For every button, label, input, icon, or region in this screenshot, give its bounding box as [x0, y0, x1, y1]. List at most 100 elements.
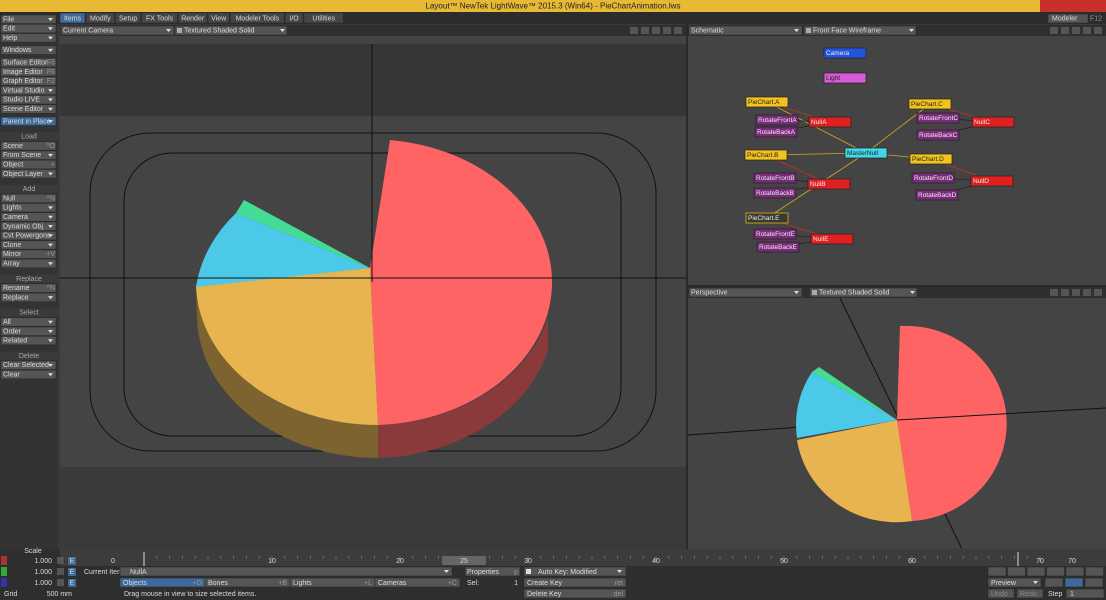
pie-slice — [796, 372, 897, 438]
item-type-label[interactable]: Objects — [123, 580, 147, 587]
tab-label[interactable]: Items — [64, 15, 82, 22]
scale-value[interactable]: 1.000 — [34, 580, 52, 587]
node-label[interactable]: NullB — [810, 181, 826, 188]
key-button-label[interactable]: E — [70, 580, 75, 587]
menu-label[interactable]: Graph Editor — [3, 78, 43, 85]
node-label[interactable]: RotateFrontE — [756, 231, 795, 238]
node-label[interactable]: PieChart.B — [747, 152, 778, 159]
current-frame-label[interactable]: 25 — [460, 558, 468, 565]
menu-label[interactable]: Surface Editor — [3, 60, 48, 67]
node-label[interactable]: PieChart.D — [912, 156, 944, 163]
menu-label[interactable]: Array — [3, 261, 20, 268]
node-label[interactable]: MasterNull — [847, 150, 879, 157]
node-label[interactable]: NullA — [811, 119, 827, 126]
undo-label[interactable]: Undo — [991, 591, 1008, 598]
menu-label[interactable]: Cvt Powergons — [3, 233, 51, 240]
auto-key-label[interactable]: Auto Key: Modified — [538, 569, 597, 576]
tab-label[interactable]: Setup — [119, 15, 137, 22]
node-label[interactable]: Camera — [826, 50, 850, 57]
menu-label[interactable]: Windows — [3, 47, 32, 54]
item-type-label[interactable]: Cameras — [378, 580, 407, 587]
scale-value[interactable]: 1.000 — [34, 558, 52, 565]
tab-label[interactable]: Modeler Tools — [236, 15, 280, 22]
node-label[interactable]: RotateBackE — [759, 244, 798, 251]
menu-label[interactable]: Replace — [3, 294, 29, 301]
menu-label[interactable]: Null — [3, 195, 16, 202]
item-type-label[interactable]: Lights — [293, 580, 312, 587]
menu-label[interactable]: Scene — [3, 143, 23, 150]
menu-label[interactable]: Parent in Place — [3, 118, 51, 125]
node-label[interactable]: NullD — [973, 178, 989, 185]
menu-label[interactable]: Order — [3, 328, 22, 335]
transport-button — [1026, 566, 1046, 577]
menu-label[interactable]: Clone — [3, 242, 21, 249]
view-label[interactable]: Perspective — [691, 289, 728, 296]
menu-label[interactable]: Clear Selected — [3, 362, 49, 369]
menu-button — [0, 212, 57, 222]
current-item-value[interactable]: NullA — [130, 569, 147, 576]
properties-label[interactable]: Properties — [467, 569, 499, 576]
node-label[interactable]: RotateBackB — [756, 190, 794, 197]
node-label[interactable]: Light — [826, 75, 840, 82]
menu-label[interactable]: Edit — [3, 26, 15, 33]
node-label[interactable]: RotateBackC — [919, 132, 958, 139]
key-button-label[interactable]: E — [70, 558, 75, 565]
menu-label[interactable]: Mirror — [3, 251, 22, 258]
menu-label[interactable]: Clear — [3, 372, 20, 379]
menu-label[interactable]: From Scene — [3, 152, 41, 159]
tab-label[interactable]: Render — [181, 15, 205, 22]
menu-label[interactable]: Image Editor — [3, 69, 43, 76]
tab-label[interactable]: I/O — [289, 15, 299, 22]
tab-label[interactable]: FX Tools — [146, 15, 174, 22]
menu-label[interactable]: File — [3, 16, 14, 23]
menu-label[interactable]: Camera — [3, 214, 28, 221]
schematic-node — [915, 189, 959, 201]
view-label[interactable]: Schematic — [691, 27, 724, 34]
menu-label[interactable]: Object Layer — [3, 171, 43, 178]
node-label[interactable]: NullE — [813, 236, 829, 243]
preview-label[interactable]: Preview — [991, 580, 1017, 587]
modeler-label[interactable]: Modeler — [1052, 15, 1078, 22]
node-label[interactable]: RotateBackA — [757, 129, 796, 136]
node-label[interactable]: PieChart.E — [748, 215, 780, 222]
schematic-link — [766, 101, 867, 154]
step-value[interactable]: 1 — [1070, 591, 1074, 598]
mode-label[interactable]: Front Face Wireframe — [813, 27, 881, 34]
menu-label[interactable]: All — [3, 319, 11, 326]
node-label[interactable]: RotateFrontC — [919, 115, 958, 122]
menu-label[interactable]: Virtual Studio — [3, 87, 45, 94]
mode-label[interactable]: Textured Shaded Solid — [819, 289, 890, 296]
create-key-label[interactable]: Create Key — [527, 580, 563, 587]
menu-label[interactable]: Scene Editor — [3, 106, 44, 113]
node-label[interactable]: RotateFrontD — [914, 175, 953, 182]
node-label[interactable]: RotateBackD — [918, 192, 957, 199]
item-type-label[interactable]: Bones — [208, 580, 228, 587]
tab-label[interactable]: View — [211, 15, 227, 22]
menu-label[interactable]: Related — [3, 338, 27, 345]
view-icon — [1072, 27, 1080, 34]
mode-label[interactable]: Textured Shaded Solid — [184, 27, 255, 34]
tab-label[interactable]: Utilities — [312, 15, 335, 22]
menu-label[interactable]: Studio LIVE — [3, 97, 40, 104]
redo-label[interactable]: Redo — [1020, 591, 1037, 598]
scale-value[interactable]: 1.000 — [34, 569, 52, 576]
menu-label[interactable]: Rename — [3, 285, 30, 292]
node-label[interactable]: PieChart.C — [911, 101, 943, 108]
node-label[interactable]: RotateFrontA — [758, 117, 797, 124]
preview-dropdown — [987, 577, 1042, 588]
auto-key-button — [523, 566, 627, 577]
menu-label[interactable]: Dynamic Obj — [3, 223, 44, 230]
dropdown-arrow — [48, 206, 53, 210]
key-button-label[interactable]: E — [70, 569, 75, 576]
tab-label[interactable]: Modify — [90, 15, 111, 22]
node-label[interactable]: NullC — [974, 119, 990, 126]
tab — [141, 12, 178, 24]
menu-label[interactable]: Help — [3, 35, 18, 42]
dropdown-arrow — [48, 373, 53, 377]
node-label[interactable]: RotateFrontB — [756, 175, 795, 182]
delete-key-label[interactable]: Delete Key — [527, 591, 562, 598]
node-label[interactable]: PieChart.A — [748, 99, 780, 106]
view-label[interactable]: Current Camera — [63, 27, 113, 34]
menu-label[interactable]: Lights — [3, 205, 22, 212]
menu-label[interactable]: Object — [3, 162, 23, 169]
